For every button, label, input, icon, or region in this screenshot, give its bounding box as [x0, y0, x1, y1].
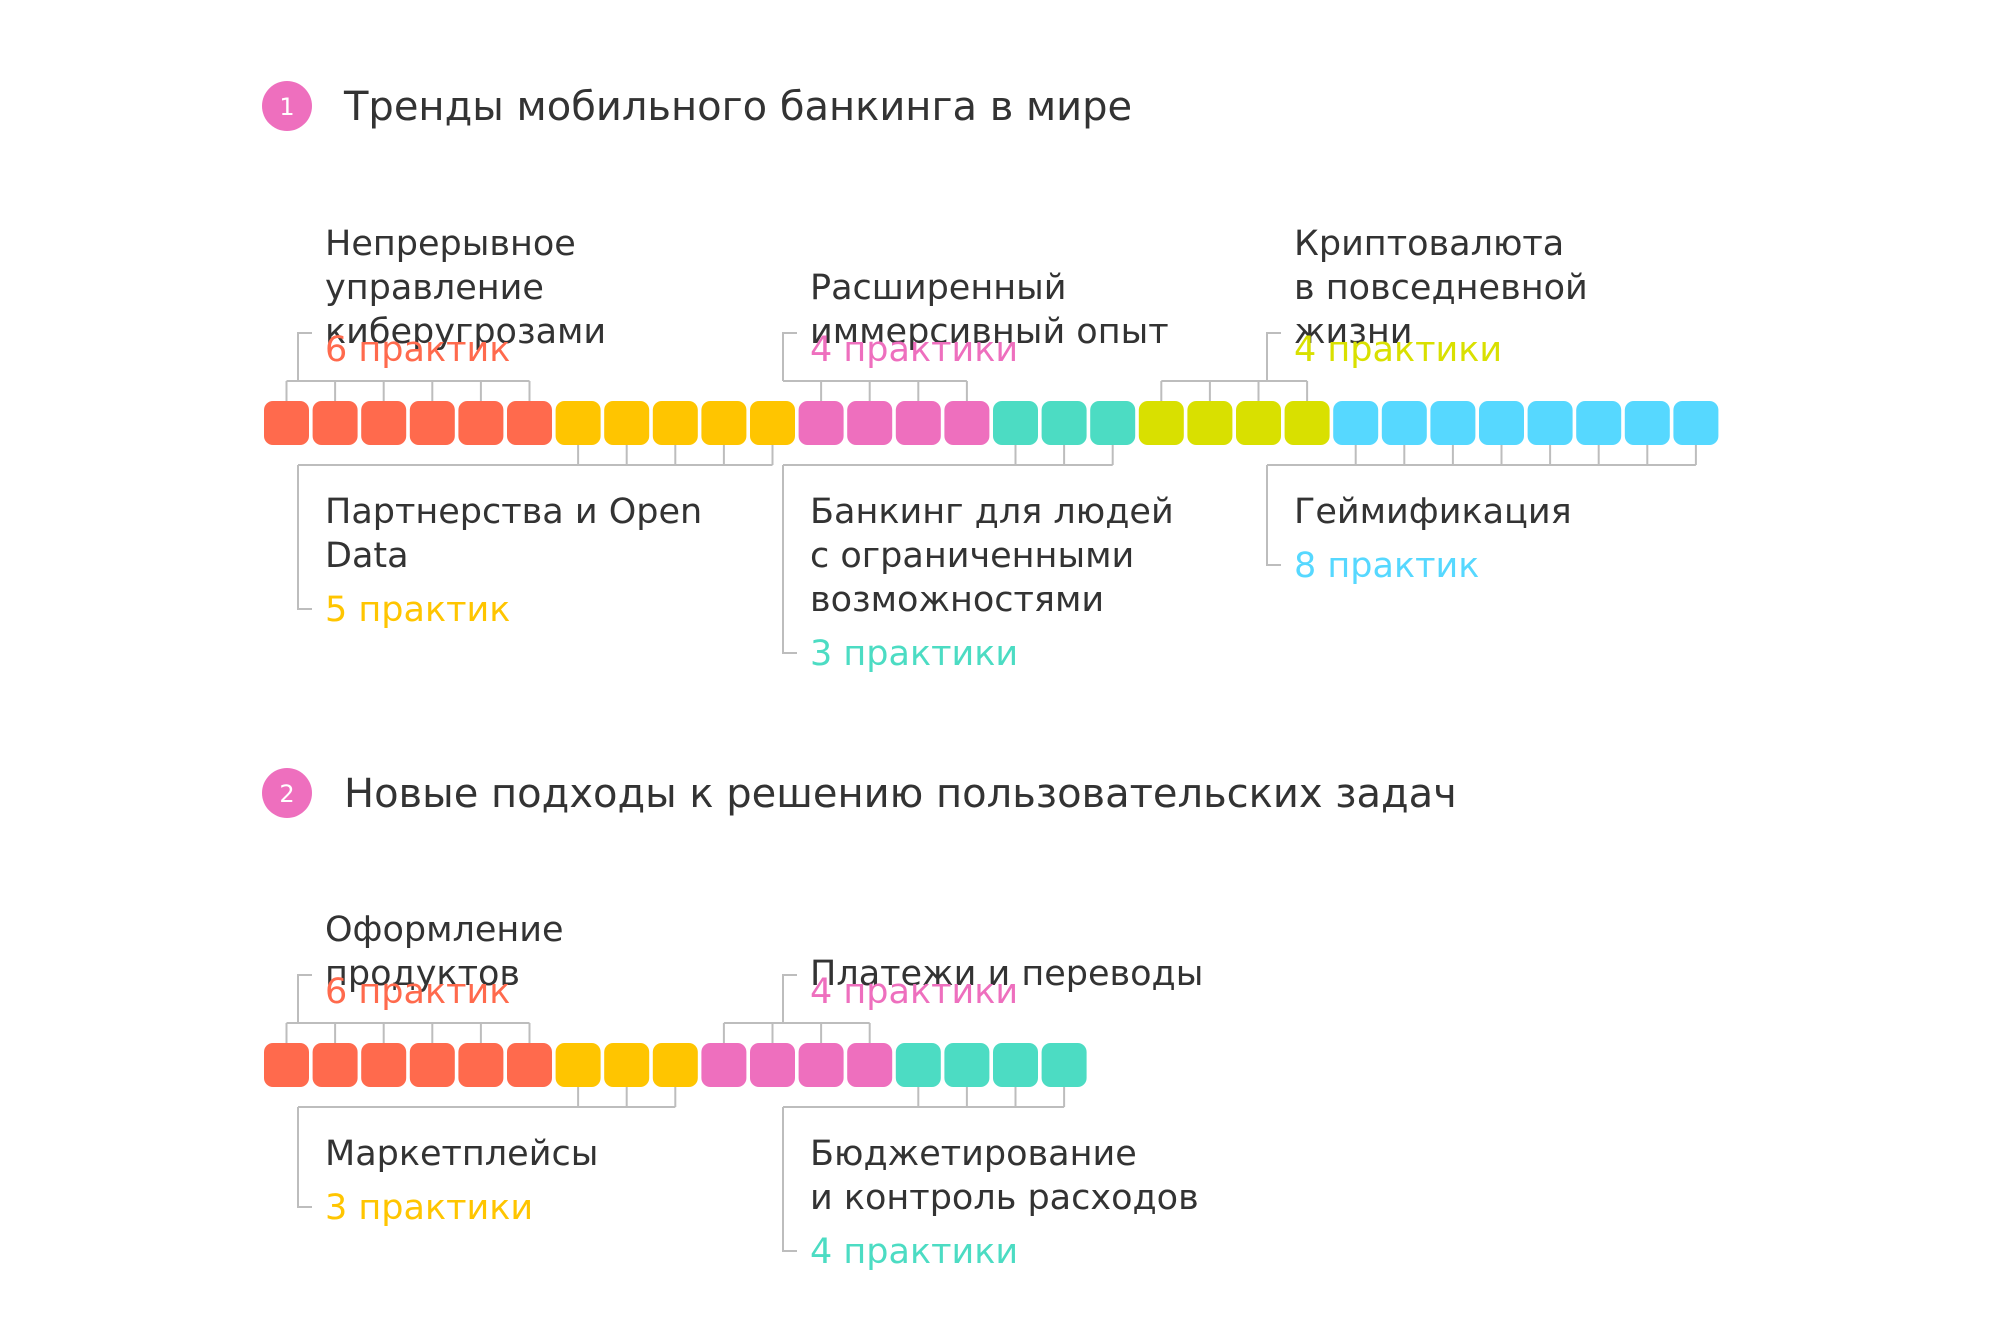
practice-block — [555, 401, 601, 445]
label-bracket — [782, 332, 797, 381]
category-title: Маркетплейсы — [325, 1134, 598, 1174]
category-count: 4 практики — [810, 972, 1018, 1012]
category-title: Оформление — [325, 910, 564, 950]
category-count: 8 практик — [1294, 546, 1479, 586]
practice-block — [1479, 401, 1524, 445]
practice-block — [264, 401, 309, 445]
category-title: Расширенный — [810, 268, 1066, 308]
practice-block — [944, 401, 990, 445]
practice-block — [1430, 401, 1476, 445]
category-count: 4 практики — [810, 1232, 1018, 1272]
category-title: продуктов — [325, 954, 520, 994]
practice-block — [458, 401, 504, 445]
section-1-number: 1 — [279, 93, 294, 121]
section-2-badge — [262, 768, 312, 818]
label-bracket — [297, 1107, 312, 1208]
section-2-number: 2 — [279, 780, 294, 808]
label-bracket — [297, 332, 312, 381]
section-1-header: 1 Тренды мобильного банкинга в мире — [262, 81, 1132, 131]
practice-block — [652, 1043, 698, 1087]
practice-block — [1041, 1043, 1087, 1087]
category-title: Непрерывное — [325, 224, 576, 264]
section-1-badge — [262, 81, 312, 131]
category-title: управление — [325, 268, 544, 308]
practice-block — [264, 1043, 309, 1087]
category-title: Партнерства и Open — [325, 492, 702, 532]
practice-block — [1673, 401, 1719, 445]
practice-block — [409, 401, 455, 445]
category-title: киберугрозами — [325, 312, 606, 352]
category-title: возможностями — [810, 580, 1104, 620]
practice-block — [458, 1043, 504, 1087]
practice-block — [1138, 401, 1184, 445]
category-title: Бюджетирование — [810, 1134, 1137, 1174]
category-count: 6 практик — [325, 972, 510, 1012]
category-title: с ограниченными — [810, 536, 1134, 576]
practice-block — [312, 401, 358, 445]
practice-block — [652, 401, 698, 445]
category-count: 6 практик — [325, 330, 510, 370]
label-bracket — [1266, 465, 1281, 566]
practice-block — [1624, 401, 1670, 445]
category-title: Data — [325, 536, 409, 576]
practice-block — [555, 1043, 601, 1087]
category-title: Геймификация — [1294, 492, 1572, 532]
practice-block — [798, 401, 844, 445]
practice-block — [798, 1043, 844, 1087]
practice-block — [1236, 401, 1281, 445]
practice-block — [750, 401, 795, 445]
practice-block — [895, 1043, 941, 1087]
practice-block — [847, 1043, 893, 1087]
section-2-header: 2 Новые подходы к решению пользовательск… — [262, 768, 1457, 818]
practice-block — [1090, 401, 1136, 445]
practice-block — [1187, 401, 1233, 445]
category-count: 4 практики — [810, 330, 1018, 370]
practice-block — [604, 1043, 650, 1087]
category-title: иммерсивный опыт — [810, 312, 1169, 352]
practice-block — [1527, 401, 1573, 445]
practice-block — [507, 401, 552, 445]
category-count: 4 практики — [1294, 330, 1502, 370]
label-bracket — [782, 465, 797, 654]
practice-block — [1284, 401, 1330, 445]
practice-block — [507, 1043, 552, 1087]
section-2-title: Новые подходы к решению пользовательских… — [344, 771, 1457, 817]
category-title: Банкинг для людей — [810, 492, 1174, 532]
category-count: 3 практики — [325, 1188, 533, 1228]
category-title: в повседневной — [1294, 268, 1588, 308]
section-1-title: Тренды мобильного банкинга в мире — [343, 84, 1132, 130]
category-title: жизни — [1294, 312, 1413, 352]
category-count: 3 практики — [810, 634, 1018, 674]
practice-block — [409, 1043, 455, 1087]
label-bracket — [1266, 332, 1281, 381]
practice-block — [1381, 401, 1427, 445]
practice-block — [701, 401, 747, 445]
practice-block — [701, 1043, 747, 1087]
practice-block — [895, 401, 941, 445]
practice-block — [993, 1043, 1038, 1087]
label-bracket — [297, 465, 312, 610]
label-bracket — [297, 974, 312, 1023]
practice-block — [993, 401, 1038, 445]
practice-block — [361, 1043, 407, 1087]
practice-block — [847, 401, 893, 445]
category-title: Криптовалюта — [1294, 224, 1564, 264]
practice-block — [312, 1043, 358, 1087]
practice-block — [944, 1043, 990, 1087]
category-title: Платежи и переводы — [810, 954, 1203, 994]
label-bracket — [782, 1107, 797, 1252]
practice-block — [604, 401, 650, 445]
category-count: 5 практик — [325, 590, 510, 630]
practice-block — [1576, 401, 1622, 445]
label-bracket — [782, 974, 797, 1023]
practice-block — [361, 401, 407, 445]
practice-block — [1333, 401, 1379, 445]
practice-block — [750, 1043, 795, 1087]
practice-block — [1041, 401, 1087, 445]
category-title: и контроль расходов — [810, 1178, 1199, 1218]
